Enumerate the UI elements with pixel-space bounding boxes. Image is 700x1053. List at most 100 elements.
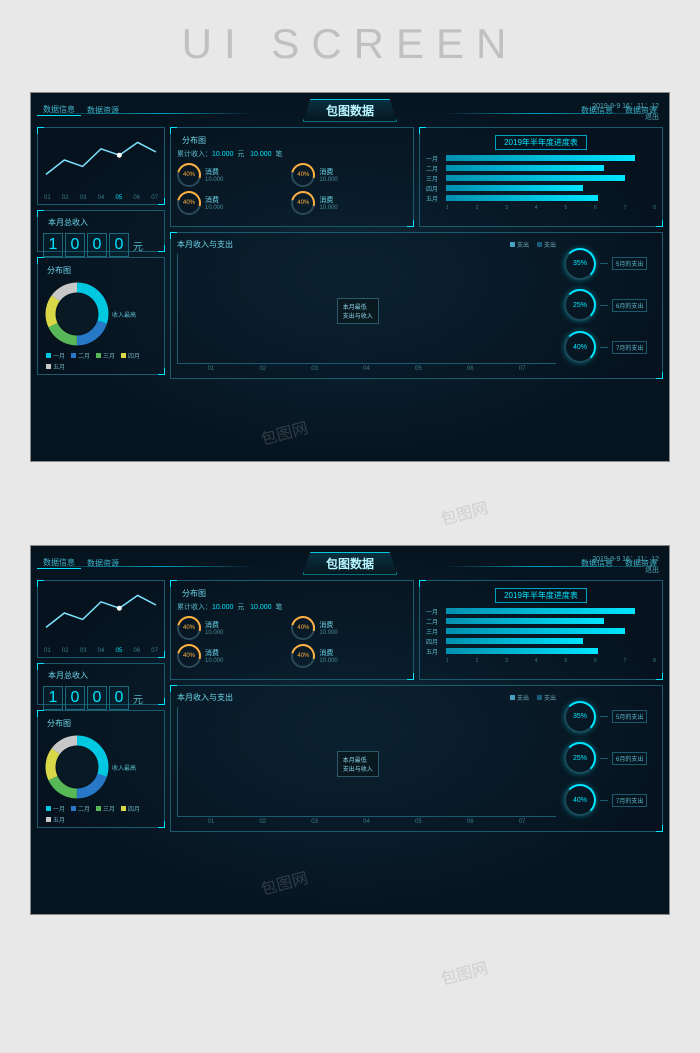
gauges: 40%消费10.00040%消费10.00040%消费10.00040%消费10…	[177, 616, 407, 668]
side-ring: 35%5月的支出	[564, 248, 656, 280]
gauge-ring: 40%	[177, 644, 201, 668]
donut-legend: 一月二月三月四月五月	[42, 349, 160, 373]
legend-item: 五月	[46, 362, 65, 371]
donut-chart	[42, 732, 112, 802]
gauge-ring: 40%	[177, 163, 201, 187]
gauge: 40%消费10.000	[177, 191, 287, 215]
header: 数据信息 数据资源 包图数据 数据信息 数据资源 2019-8-9 16：11：…	[37, 552, 663, 574]
progress-xaxis: 12345678	[426, 658, 656, 664]
legend-item: 三月	[96, 351, 115, 360]
donut-chart	[42, 279, 112, 349]
gauge: 40%消费10.000	[291, 644, 401, 668]
progress-panel: 2019年半年度进度表 一月二月三月四月五月 12345678	[419, 580, 663, 680]
dist-summary: 累计收入：10.000 元 10.000 笔	[177, 602, 407, 612]
donut-title: 分布图	[42, 715, 160, 732]
digit: 0	[65, 686, 85, 710]
logout-link[interactable]: 退出	[592, 112, 659, 122]
digit: 0	[109, 686, 129, 710]
donut-panel: 分布图 收入最高 一月二月三月四月五月	[37, 710, 165, 828]
side-ring: 25%6月的支出	[564, 742, 656, 774]
side-rings: 35%5月的支出 25%6月的支出 40%7月的支出	[556, 239, 656, 372]
digit: 0	[65, 233, 85, 257]
progress-bars: 一月二月三月四月五月	[426, 606, 656, 656]
side-ring: 40%7月的支出	[564, 331, 656, 363]
gauge-ring: 40%	[177, 616, 201, 640]
progress-row: 五月	[426, 646, 656, 656]
logout-link[interactable]: 退出	[592, 565, 659, 575]
income-digits: 1000元	[43, 233, 159, 257]
donut-legend: 一月二月三月四月五月	[42, 802, 160, 826]
tab-data-info[interactable]: 数据信息	[37, 557, 81, 569]
line-chart	[42, 585, 160, 643]
income-title: 本月总收入	[43, 214, 159, 231]
digit: 0	[87, 686, 107, 710]
tab-data-info[interactable]: 数据信息	[37, 104, 81, 116]
income-panel: 本月总收入 1000元	[37, 663, 165, 705]
digit: 0	[87, 233, 107, 257]
legend-item: 一月	[46, 804, 65, 813]
legend-item: 五月	[46, 815, 65, 824]
unit: 元	[133, 691, 143, 706]
column-xaxis: 01020304050607	[177, 364, 556, 372]
progress-bars: 一月二月三月四月五月	[426, 153, 656, 203]
legend-item: 二月	[71, 804, 90, 813]
column-bars: 本月最低 支出与收入	[177, 254, 556, 364]
progress-row: 三月	[426, 173, 656, 183]
gauge: 40%消费10.000	[177, 616, 287, 640]
side-ring: 25%6月的支出	[564, 289, 656, 321]
column-chart-title: 本月收入与支出	[177, 692, 233, 703]
side-rings: 35%5月的支出25%6月的支出40%7月的支出	[556, 692, 656, 825]
progress-row: 四月	[426, 183, 656, 193]
header: 数据信息 数据资源 包图数据 数据信息 数据资源 2019-8-9 16：11：…	[37, 99, 663, 121]
timestamp: 2019-8-9 16：11：12	[592, 554, 659, 564]
column-chart-title: 本月收入与支出	[177, 239, 233, 250]
dist-title: 分布图	[177, 585, 407, 602]
digit: 0	[109, 233, 129, 257]
legend-item: 四月	[121, 351, 140, 360]
income-panel: 本月总收入 1000元	[37, 210, 165, 252]
watermark: 包图网	[438, 954, 491, 990]
digit: 1	[43, 233, 63, 257]
distribution-panel: 分布图 累计收入：10.000 元 10.000 笔 40%消费10.00040…	[170, 127, 414, 227]
chart-tooltip: 本月最低支出与收入	[337, 751, 379, 777]
watermark: 包图网	[438, 494, 491, 530]
donut-title: 分布图	[42, 262, 160, 279]
timestamp: 2019-8-9 16：11：12	[592, 101, 659, 111]
gauge: 40%消费10.000	[177, 163, 287, 187]
gauge-ring: 40%	[291, 644, 315, 668]
progress-title: 2019年半年度进度表	[495, 135, 587, 150]
column-chart-legend: 支出支出	[510, 240, 556, 249]
side-ring: 35%5月的支出	[564, 701, 656, 733]
legend-item: 支出	[510, 693, 529, 702]
legend-item: 支出	[537, 240, 556, 249]
line-chart-panel: 01020304050607	[37, 127, 165, 205]
progress-row: 四月	[426, 636, 656, 646]
progress-row: 二月	[426, 163, 656, 173]
progress-row: 一月	[426, 606, 656, 616]
legend-item: 一月	[46, 351, 65, 360]
legend-item: 支出	[510, 240, 529, 249]
progress-xaxis: 12345678	[426, 205, 656, 211]
donut-panel: 分布图 收入最高 一月二月三月四月五月	[37, 257, 165, 375]
page-heading: UI SCREEN	[0, 20, 700, 68]
progress-row: 五月	[426, 193, 656, 203]
chart-tooltip: 本月最低 支出与收入	[337, 298, 379, 324]
gauge-ring: 40%	[291, 191, 315, 215]
donut-label: 收入最高	[112, 763, 136, 772]
gauge: 40%消费10.000	[291, 191, 401, 215]
legend-item: 四月	[121, 804, 140, 813]
donut-label: 收入最高	[112, 310, 136, 319]
dashboard-bottom: 数据信息 数据资源 包图数据 数据信息 数据资源 2019-8-9 16：11：…	[30, 545, 670, 915]
gauge: 40%消费10.000	[291, 163, 401, 187]
legend-item: 三月	[96, 804, 115, 813]
legend-item: 支出	[537, 693, 556, 702]
unit: 元	[133, 238, 143, 253]
gauge-ring: 40%	[177, 191, 201, 215]
column-xaxis: 01020304050607	[177, 817, 556, 825]
income-title: 本月总收入	[43, 667, 159, 684]
gauge-ring: 40%	[291, 616, 315, 640]
column-chart-panel: 本月收入与支出 支出支出 本月最低支出与收入 01020304050607 35%…	[170, 685, 663, 832]
progress-panel: 2019年半年度进度表 一月二月三月四月五月 12345678	[419, 127, 663, 227]
header-title: 包图数据	[303, 99, 397, 122]
legend-item: 二月	[71, 351, 90, 360]
